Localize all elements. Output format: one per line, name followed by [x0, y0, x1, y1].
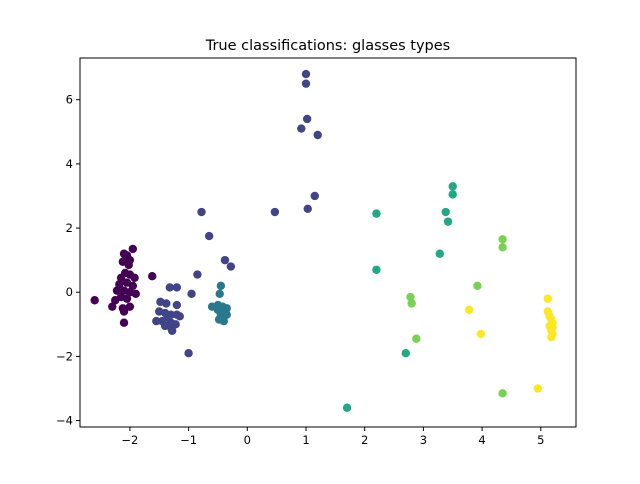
x-tick-label: 5 — [537, 433, 544, 447]
data-point-class-2 — [193, 270, 202, 279]
y-tick-label: 4 — [66, 157, 73, 171]
data-point-class-5 — [406, 292, 415, 302]
data-point-class-1 — [108, 302, 117, 311]
y-tick-label: −4 — [56, 414, 73, 428]
data-point-class-2 — [301, 69, 311, 79]
data-point-class-5 — [498, 389, 507, 398]
data-point-class-4 — [372, 265, 381, 274]
y-tick-label: −2 — [56, 349, 73, 363]
data-point-class-2 — [167, 326, 177, 335]
y-tick-label: 6 — [66, 93, 73, 107]
data-point-class-3 — [216, 281, 226, 291]
data-point-class-1 — [90, 296, 99, 305]
data-point-class-1 — [128, 281, 138, 291]
data-point-class-1 — [119, 318, 129, 327]
data-point-class-5 — [412, 334, 421, 343]
data-point-class-2 — [165, 283, 175, 292]
data-point-class-2 — [270, 207, 280, 217]
data-point-class-1 — [118, 257, 128, 266]
data-point-class-1 — [131, 289, 140, 299]
data-point-class-5 — [407, 299, 416, 308]
data-point-class-1 — [115, 280, 124, 289]
data-point-class-2 — [302, 114, 312, 124]
data-point-class-2 — [175, 312, 184, 321]
x-tick-label: −1 — [180, 433, 197, 447]
data-point-class-3 — [219, 316, 229, 326]
data-point-class-4 — [372, 209, 381, 218]
data-point-class-1 — [116, 273, 126, 282]
data-point-class-3 — [215, 289, 224, 299]
data-point-class-4 — [435, 249, 445, 258]
x-tick-label: 4 — [478, 433, 485, 447]
plot-frame — [79, 57, 577, 428]
data-point-class-6 — [547, 332, 556, 342]
x-tick-label: 0 — [244, 433, 251, 447]
data-point-class-2 — [152, 316, 161, 326]
data-point-class-6 — [533, 384, 543, 393]
chart-title: True classifications: glasses types — [205, 38, 451, 54]
data-point-class-4 — [401, 349, 410, 358]
data-point-class-4 — [448, 182, 457, 191]
data-point-class-2 — [297, 124, 306, 133]
data-point-class-2 — [313, 130, 322, 140]
points-layer — [90, 69, 557, 412]
data-point-class-1 — [112, 286, 122, 295]
y-axis: −4 −2 0 2 4 6 — [56, 93, 80, 428]
x-tick-label: −2 — [121, 433, 138, 447]
data-point-class-2 — [310, 191, 319, 201]
data-point-class-5 — [498, 235, 507, 244]
data-point-class-6 — [476, 329, 486, 339]
data-point-class-2 — [172, 283, 182, 292]
data-point-class-2 — [184, 349, 193, 358]
data-point-class-1 — [125, 302, 135, 311]
data-point-class-5 — [498, 243, 507, 252]
data-point-class-2 — [162, 299, 171, 308]
data-point-class-2 — [204, 231, 214, 241]
data-point-class-2 — [220, 255, 230, 265]
data-point-class-2 — [172, 300, 182, 310]
data-point-class-2 — [197, 207, 206, 217]
data-point-class-1 — [130, 273, 139, 282]
data-point-class-3 — [222, 310, 231, 319]
data-point-class-2 — [187, 289, 196, 299]
data-point-class-6 — [543, 294, 553, 303]
x-tick-label: 3 — [420, 433, 427, 447]
y-tick-label: 2 — [66, 221, 73, 235]
x-axis: −2 −1 0 1 2 3 4 5 — [121, 427, 544, 447]
data-point-class-1 — [122, 294, 132, 303]
x-tick-label: 1 — [302, 433, 309, 447]
data-point-class-2 — [303, 204, 312, 214]
data-point-class-1 — [128, 244, 138, 254]
data-point-class-5 — [473, 281, 482, 291]
data-point-class-2 — [301, 79, 311, 88]
data-point-class-1 — [148, 271, 157, 281]
data-point-class-1 — [111, 296, 120, 305]
data-point-class-1 — [119, 307, 129, 316]
data-point-class-2 — [226, 262, 236, 271]
x-tick-label: 2 — [361, 433, 368, 447]
data-point-class-4 — [342, 403, 352, 412]
data-point-class-4 — [448, 190, 457, 199]
data-point-class-4 — [441, 207, 450, 217]
data-point-class-4 — [443, 217, 453, 226]
data-point-class-6 — [464, 305, 474, 315]
y-tick-label: 0 — [66, 285, 73, 299]
